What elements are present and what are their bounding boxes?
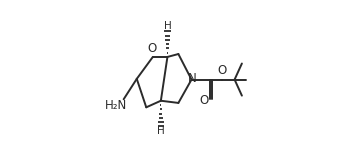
Text: H₂N: H₂N [105, 99, 127, 112]
Text: N: N [188, 72, 196, 85]
Text: O: O [147, 42, 157, 55]
Text: O: O [200, 93, 209, 107]
Text: H: H [164, 21, 172, 31]
Text: H: H [157, 126, 165, 136]
Text: O: O [218, 64, 227, 77]
